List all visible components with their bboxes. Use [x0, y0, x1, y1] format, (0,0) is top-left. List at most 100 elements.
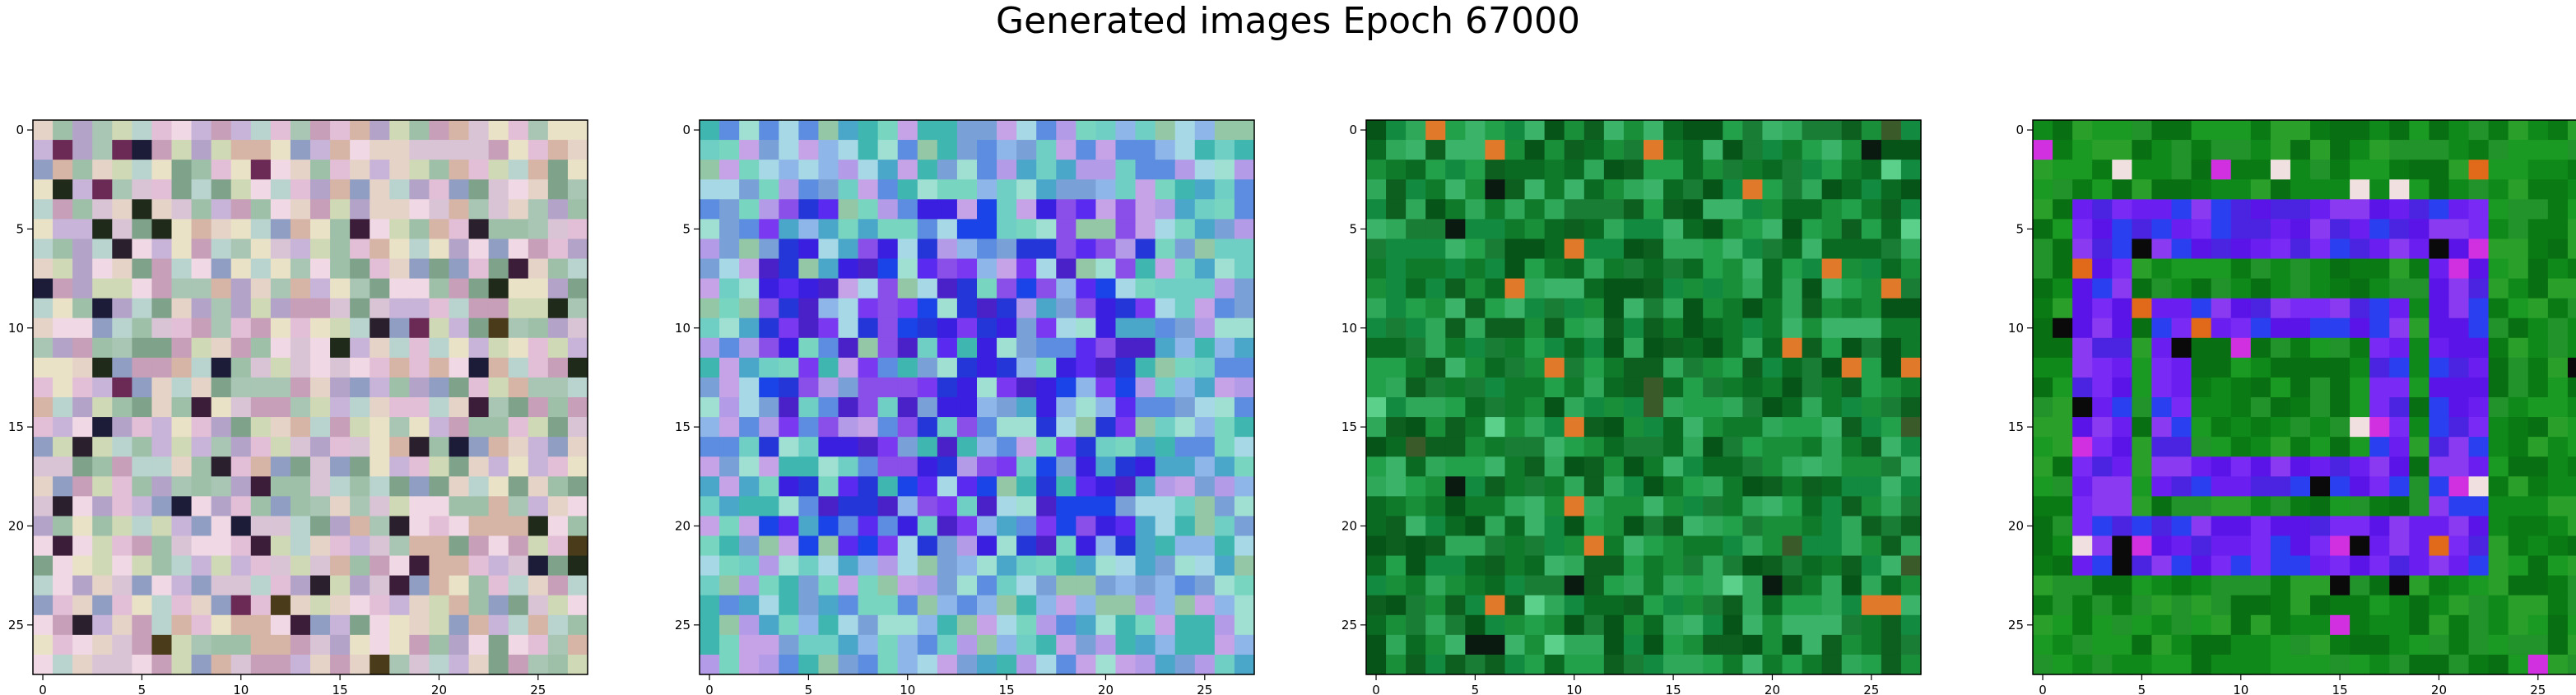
pixel — [2567, 516, 2576, 537]
pixel — [1366, 397, 1387, 418]
pixel — [1683, 496, 1704, 517]
pixel — [250, 120, 272, 141]
pixel — [1782, 476, 1803, 497]
pixel — [798, 437, 820, 457]
pixel — [1485, 140, 1506, 160]
pixel — [2270, 317, 2291, 339]
pixel — [739, 317, 760, 339]
pixel — [1841, 595, 1862, 616]
pixel — [2527, 239, 2549, 260]
pixel — [1900, 140, 1922, 160]
pixel — [2250, 317, 2271, 339]
pixel — [449, 298, 470, 319]
pixel — [917, 258, 938, 280]
pixel — [1762, 239, 1783, 260]
pixel — [1386, 160, 1407, 180]
pixel — [779, 357, 799, 378]
pixel — [132, 575, 153, 596]
pixel — [112, 575, 133, 596]
pixel — [2072, 595, 2093, 616]
pixel — [1214, 476, 1235, 497]
pixel — [2211, 516, 2232, 537]
pixel — [2330, 298, 2350, 319]
pixel — [2132, 179, 2153, 200]
pixel — [567, 160, 588, 180]
pixel — [1234, 634, 1255, 656]
pixel — [468, 535, 490, 557]
pixel — [1425, 120, 1446, 141]
pixel — [1723, 496, 1743, 517]
pixel — [2350, 317, 2370, 339]
pixel — [2350, 575, 2370, 596]
pixel — [1841, 654, 1862, 675]
pixel — [290, 437, 311, 457]
pixel — [897, 496, 918, 517]
pixel — [977, 575, 997, 596]
pixel — [2468, 516, 2490, 537]
pixel — [250, 140, 272, 160]
pixel — [2290, 476, 2311, 497]
pixel — [937, 476, 958, 497]
pixel — [2250, 120, 2271, 141]
pixel — [449, 456, 470, 477]
pixel — [1016, 535, 1037, 557]
pixel — [2330, 239, 2350, 260]
pixel — [1036, 496, 1057, 517]
pixel — [877, 317, 899, 339]
pixel — [1623, 239, 1644, 260]
pixel — [1115, 575, 1137, 596]
pixel — [1644, 179, 1664, 200]
pixel — [508, 555, 529, 577]
pixel — [997, 654, 1017, 675]
pixel — [409, 357, 430, 378]
pixel — [1425, 496, 1446, 517]
pixel — [977, 140, 997, 160]
pixel — [508, 535, 529, 557]
pixel — [53, 278, 73, 299]
pixel — [838, 397, 859, 418]
pixel — [818, 377, 839, 398]
pixel — [1076, 120, 1097, 141]
pixel — [1861, 397, 1882, 418]
pixel — [956, 535, 978, 557]
pixel — [1016, 258, 1037, 280]
pixel — [2448, 437, 2470, 457]
pixel — [977, 219, 997, 240]
pixel — [2072, 258, 2093, 280]
pixel — [132, 239, 153, 260]
pixel — [171, 377, 193, 398]
pixel — [1900, 476, 1922, 497]
pixel — [2448, 555, 2470, 577]
pixel — [2211, 595, 2232, 616]
pixel — [270, 634, 291, 656]
pixel — [1445, 219, 1466, 240]
pixel — [2151, 337, 2173, 359]
pixel — [1485, 179, 1506, 200]
pixel — [798, 357, 820, 378]
y-tick-label: 10 — [675, 321, 690, 336]
pixel — [1425, 219, 1446, 240]
pixel — [370, 120, 390, 141]
pixel — [759, 337, 779, 359]
pixel — [1821, 120, 1843, 141]
pixel — [1135, 654, 1156, 675]
pixel — [112, 160, 133, 180]
pixel — [1881, 298, 1902, 319]
pixel — [1564, 219, 1585, 240]
pixel — [1623, 437, 1644, 457]
pixel — [1782, 555, 1803, 577]
pixel — [2033, 219, 2053, 240]
pixel — [33, 516, 53, 537]
pixel — [1861, 298, 1882, 319]
pixel — [2211, 298, 2232, 319]
pixel — [977, 634, 997, 656]
pixel — [132, 278, 153, 299]
pixel — [818, 614, 839, 636]
pixel — [2053, 595, 2073, 616]
pixel — [1742, 298, 1764, 319]
pixel — [1663, 654, 1684, 675]
pixel — [2171, 317, 2192, 339]
pixel — [1881, 278, 1902, 299]
pixel — [897, 516, 918, 537]
pixel — [2350, 397, 2370, 418]
